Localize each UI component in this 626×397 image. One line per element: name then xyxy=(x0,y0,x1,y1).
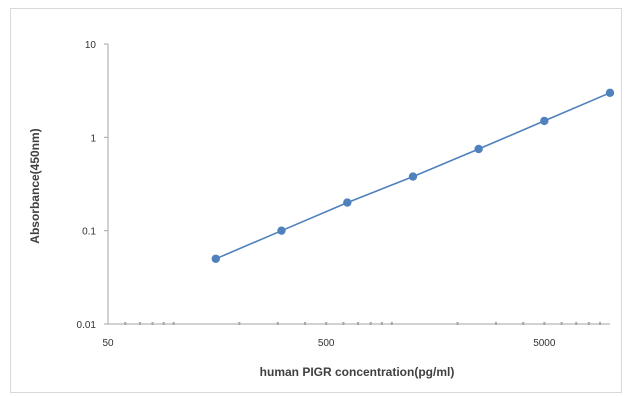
x-minor-tick xyxy=(172,322,175,325)
x-minor-tick xyxy=(342,322,345,325)
x-minor-tick xyxy=(325,322,328,325)
x-minor-tick xyxy=(543,322,546,325)
x-tick-label: 5000 xyxy=(533,338,556,349)
data-point xyxy=(343,198,352,207)
x-minor-tick xyxy=(587,322,590,325)
x-minor-tick xyxy=(494,322,497,325)
data-series xyxy=(211,88,615,263)
x-minor-tick xyxy=(124,322,127,325)
y-tick-label: 1 xyxy=(90,133,96,144)
x-tick-label: 500 xyxy=(318,338,335,349)
x-minor-tick xyxy=(276,322,279,325)
data-point xyxy=(211,254,221,263)
data-point xyxy=(474,144,483,154)
y-tick-label: 10 xyxy=(85,40,97,51)
chart-frame xyxy=(10,8,622,393)
x-minor-tick xyxy=(390,322,393,325)
y-axis-title: Absorbance(450nm) xyxy=(28,128,42,243)
x-minor-tick xyxy=(380,322,383,325)
x-minor-tick xyxy=(560,322,563,325)
x-minor-tick xyxy=(238,322,241,325)
data-point xyxy=(277,226,286,235)
x-minor-tick xyxy=(162,322,165,325)
x-minor-tick xyxy=(456,322,459,325)
x-minor-tick xyxy=(522,322,525,325)
x-minor-tick xyxy=(575,322,578,325)
x-tick-label: 50 xyxy=(102,338,114,349)
x-axis-title: human PIGR concentration(pg/ml) xyxy=(260,365,455,379)
y-tick-label: 0.1 xyxy=(82,227,96,238)
data-point xyxy=(605,88,615,98)
x-minor-tick xyxy=(369,322,372,325)
data-point xyxy=(408,172,418,181)
axes: 0.01 0.1 1 10 50 500 5000 xyxy=(77,40,610,349)
y-tick-label: 0.01 xyxy=(77,320,97,331)
x-minor-tick xyxy=(151,322,154,325)
x-minor-tick xyxy=(357,322,360,325)
x-minor-tick xyxy=(599,322,602,325)
data-point xyxy=(540,116,549,126)
x-minor-tick xyxy=(138,322,141,325)
x-minor-tick xyxy=(304,322,307,325)
